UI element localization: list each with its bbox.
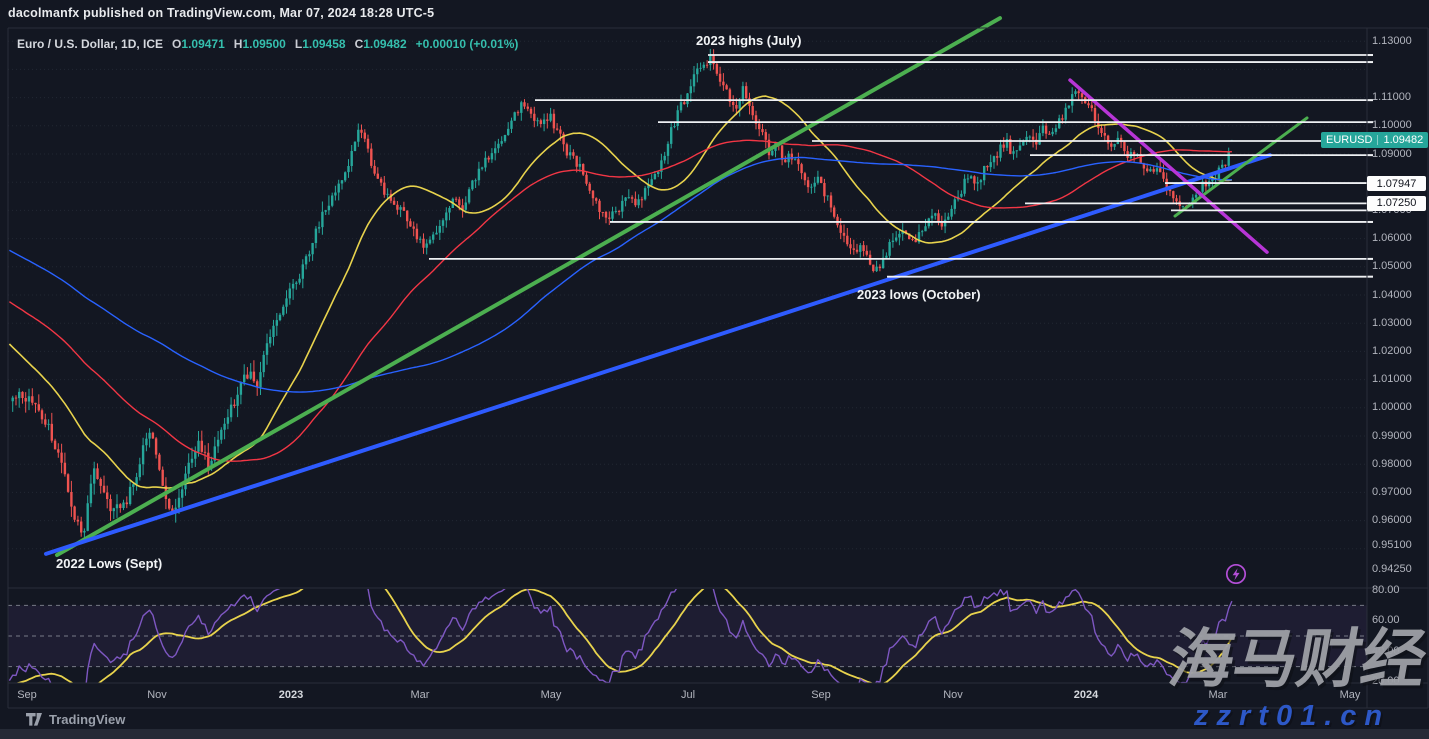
uptrend-green-long — [55, 16, 1002, 558]
ma-slow-blue — [9, 156, 1232, 393]
downtrend-purple — [1068, 78, 1269, 254]
ohlc-close-label: C — [354, 37, 364, 51]
axis-tick — [1367, 61, 1373, 64]
time-axis-label: Jul — [680, 689, 696, 701]
uptrend-green-short — [1173, 116, 1309, 218]
ohlc-low-label: L — [294, 37, 303, 51]
published-info: dacolmanfx published on TradingView.com,… — [8, 6, 435, 20]
price-axis-label: 0.97000 — [1372, 485, 1412, 498]
rsi-axis-label: 20.00 — [1372, 675, 1400, 688]
axis-tick — [1367, 99, 1373, 102]
rsi-axis-label: 80.00 — [1372, 583, 1400, 596]
price-axis-label: 1.01000 — [1372, 373, 1412, 386]
axis-tick — [1367, 220, 1373, 223]
time-axis-label: Nov — [943, 689, 963, 701]
price-axis-label: 1.10000 — [1372, 119, 1412, 132]
lightning-marker-icon — [1225, 563, 1247, 585]
ohlc-low-value: 1.09458 — [302, 37, 346, 51]
time-axis-label: May — [540, 689, 562, 701]
price-axis-label: 1.02000 — [1372, 344, 1412, 357]
watermark-url: zzrt01.cn — [1194, 700, 1391, 732]
annotation-2023-highs: 2023 highs (July) — [696, 33, 802, 48]
time-axis-label: 2023 — [278, 689, 304, 701]
tradingview-logo[interactable]: TradingView — [26, 712, 125, 727]
ohlc-open-value: 1.09471 — [181, 37, 225, 51]
ohlc-high-label: H — [233, 37, 243, 51]
symbol-title: Euro / U.S. Dollar, 1D, ICE — [17, 37, 164, 51]
level-price-badge: 1.07250 — [1367, 195, 1426, 211]
rsi-pane — [8, 589, 1367, 683]
ohlc-close-value: 1.09482 — [363, 37, 407, 51]
time-axis-label: 2024 — [1073, 689, 1099, 701]
ohlc-open-label: O — [172, 37, 182, 51]
last-price-badge: EURUSD 1.09482 — [1321, 132, 1429, 149]
badge-divider — [1377, 135, 1379, 146]
time-axis-label: Mar — [1208, 689, 1228, 701]
price-axis-label: 1.09000 — [1372, 147, 1412, 160]
symbol-legend: Euro / U.S. Dollar, 1D, ICE O1.09471 H1.09… — [17, 37, 518, 51]
rsi-line — [8, 589, 1233, 683]
rsi-axis-label: 60.00 — [1372, 614, 1400, 627]
axis-tick — [1367, 154, 1373, 157]
annotation-2023-lows: 2023 lows (October) — [857, 287, 981, 302]
rsi-axis-label: 40.00 — [1372, 644, 1400, 657]
rsi-ma-line — [9, 589, 1233, 683]
time-axis-label: May — [1339, 689, 1361, 701]
ohlc-high-value: 1.09500 — [242, 37, 286, 51]
time-axis-label: Mar — [410, 689, 430, 701]
price-axis-label: 1.04000 — [1372, 288, 1412, 301]
ma-mid-red — [9, 139, 1232, 462]
price-axis-label: 0.94250 — [1372, 563, 1412, 576]
watermark-text: 海马财经 — [1163, 623, 1429, 695]
price-axis-label: 0.95100 — [1372, 539, 1412, 552]
horizontal-levels — [429, 54, 1373, 278]
axis-tick — [1367, 275, 1373, 278]
last-price-symbol: EURUSD — [1326, 134, 1373, 147]
price-axis-label: 1.06000 — [1372, 232, 1412, 245]
tradingview-logo-icon — [26, 713, 42, 726]
axis-tick — [1367, 121, 1373, 124]
level-price-badge: 1.07947 — [1367, 176, 1426, 192]
price-axis-label: 1.03000 — [1372, 316, 1412, 329]
price-grid — [8, 40, 1367, 550]
axis-tick — [1367, 257, 1373, 260]
axis-tick — [1367, 54, 1373, 57]
price-axis-label: 1.13000 — [1372, 34, 1412, 47]
up-candle-bodies — [11, 54, 1234, 533]
time-axis-label: Sep — [811, 689, 831, 701]
price-axis-label: 1.00000 — [1372, 401, 1412, 414]
time-axis-label: Nov — [147, 689, 167, 701]
price-axis-label: 1.05000 — [1372, 260, 1412, 273]
annotation-2022-lows: 2022 Lows (Sept) — [56, 556, 163, 571]
price-axis-label: 0.96000 — [1372, 514, 1412, 527]
change-value: +0.00010 (+0.01%) — [415, 37, 519, 51]
candlesticks — [11, 48, 1234, 539]
price-axis-label: 0.98000 — [1372, 457, 1412, 470]
time-axis-label: Sep — [17, 689, 37, 701]
price-axis-label: 1.11000 — [1372, 91, 1411, 104]
tradingview-logo-text: TradingView — [49, 712, 126, 727]
trendlines — [44, 16, 1309, 558]
bottom-strip — [0, 729, 1429, 739]
last-price-value: 1.09482 — [1383, 134, 1424, 147]
moving-averages — [8, 95, 1233, 489]
price-axis-label: 0.99000 — [1372, 429, 1412, 442]
